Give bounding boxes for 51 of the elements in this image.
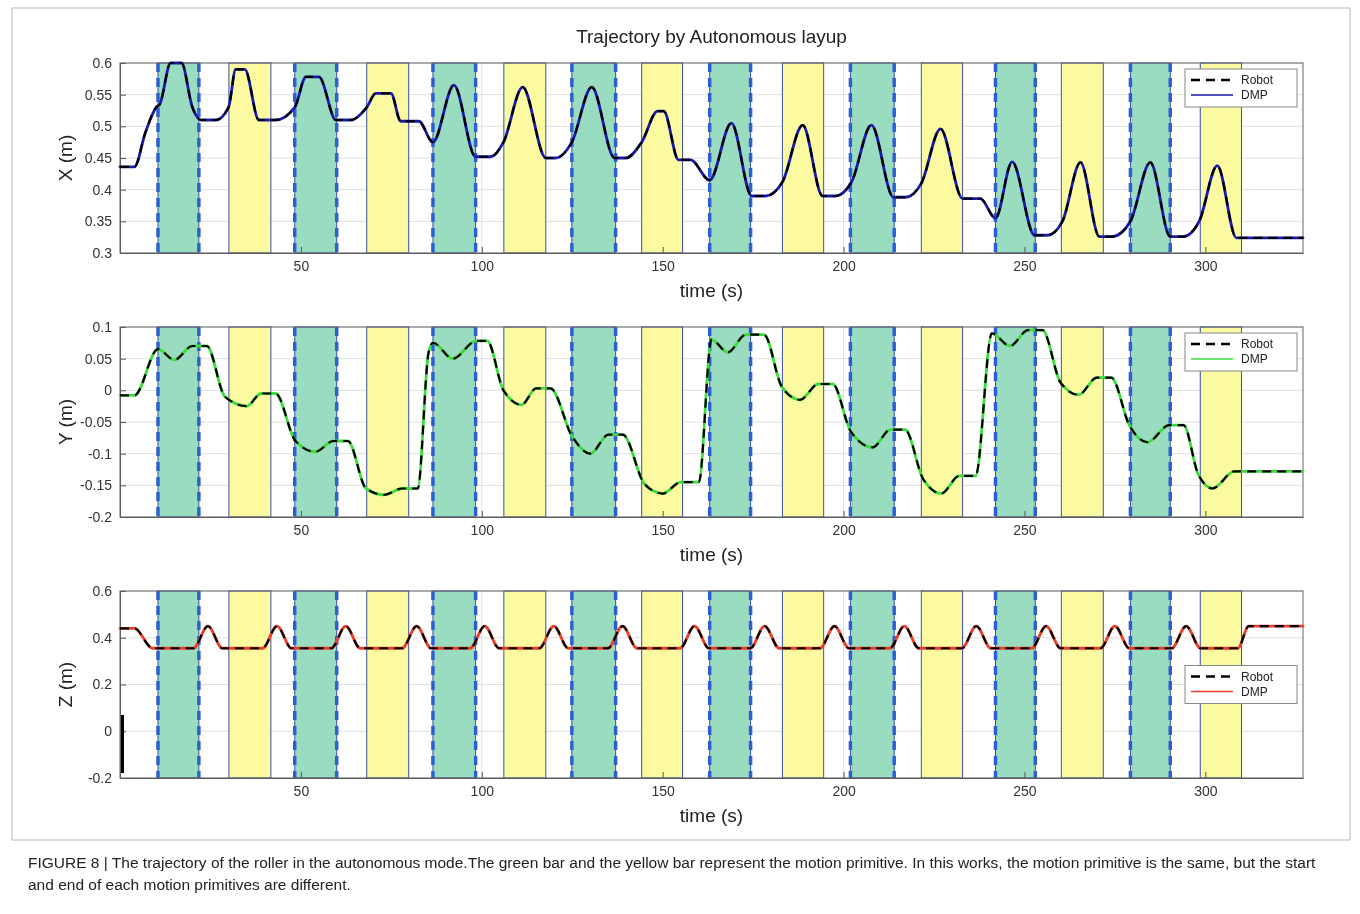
legend-label: DMP (1241, 88, 1268, 102)
y-tick-label: 0.1 (92, 318, 113, 335)
x-tick-label: 50 (293, 782, 310, 799)
y-tick-label: 0.05 (84, 350, 113, 367)
x-axis-title: time (s) (679, 544, 744, 565)
y-tick-label: 0.4 (92, 181, 113, 198)
legend-label: Robot (1241, 669, 1274, 684)
x-tick-label: 200 (832, 257, 856, 274)
legend-label: DMP (1241, 684, 1268, 699)
y-tick-label: 0.6 (92, 54, 113, 71)
legend-label: DMP (1241, 352, 1268, 366)
y-axis-title: Y (m) (55, 398, 76, 446)
x-tick-label: 250 (1013, 257, 1037, 274)
x-axis-title: time (s) (679, 805, 744, 826)
y-tick-label: 0.6 (92, 582, 113, 599)
x-tick-label: 250 (1013, 782, 1037, 799)
x-tick-label: 300 (1194, 782, 1218, 799)
y-axis-title: X (m) (55, 134, 76, 182)
legend-label: Robot (1241, 73, 1274, 87)
x-tick-label: 300 (1194, 257, 1218, 274)
x-tick-label: 100 (470, 782, 495, 799)
y-tick-label: -0.1 (87, 445, 113, 462)
x-tick-label: 200 (832, 782, 856, 799)
x-tick-label: 200 (832, 521, 856, 538)
y-tick-label: 0.45 (84, 149, 113, 166)
y-tick-label: -0.05 (80, 413, 113, 430)
y-tick-label: 0.35 (84, 213, 113, 230)
y-tick-label: 0 (104, 382, 113, 399)
y-tick-label: 0.2 (92, 676, 113, 693)
legend-label: Robot (1241, 337, 1274, 351)
x-tick-label: 50 (293, 257, 310, 274)
y-tick-label: 0 (104, 723, 113, 740)
x-tick-label: 250 (1013, 521, 1037, 538)
x-tick-label: 300 (1194, 521, 1218, 538)
y-tick-label: 0.4 (92, 629, 113, 646)
x-axis-title: time (s) (679, 280, 744, 301)
x-tick-label: 100 (470, 257, 495, 274)
chart-title: Trajectory by Autonomous layup (576, 26, 847, 47)
x-tick-label: 100 (470, 521, 495, 538)
x-tick-label: 50 (293, 521, 310, 538)
y-tick-label: -0.2 (87, 769, 113, 786)
x-tick-label: 150 (651, 521, 676, 538)
caption: FIGURE 8 | The trajectory of the roller in the autonomous mode.The green bar and the yellow bar represent the motion primitive. In this works, the motion primitive is the same, but the start and end of each motion primitives are different. (28, 853, 1317, 895)
y-tick-label: -0.15 (80, 477, 113, 494)
y-tick-label: 0.55 (84, 86, 113, 103)
y-tick-label: 0.3 (92, 244, 113, 261)
y-tick-label: -0.2 (87, 508, 113, 525)
y-tick-label: 0.5 (92, 118, 113, 135)
x-tick-label: 150 (651, 782, 676, 799)
x-tick-label: 150 (651, 257, 676, 274)
y-axis-title: Z (m) (55, 661, 76, 708)
